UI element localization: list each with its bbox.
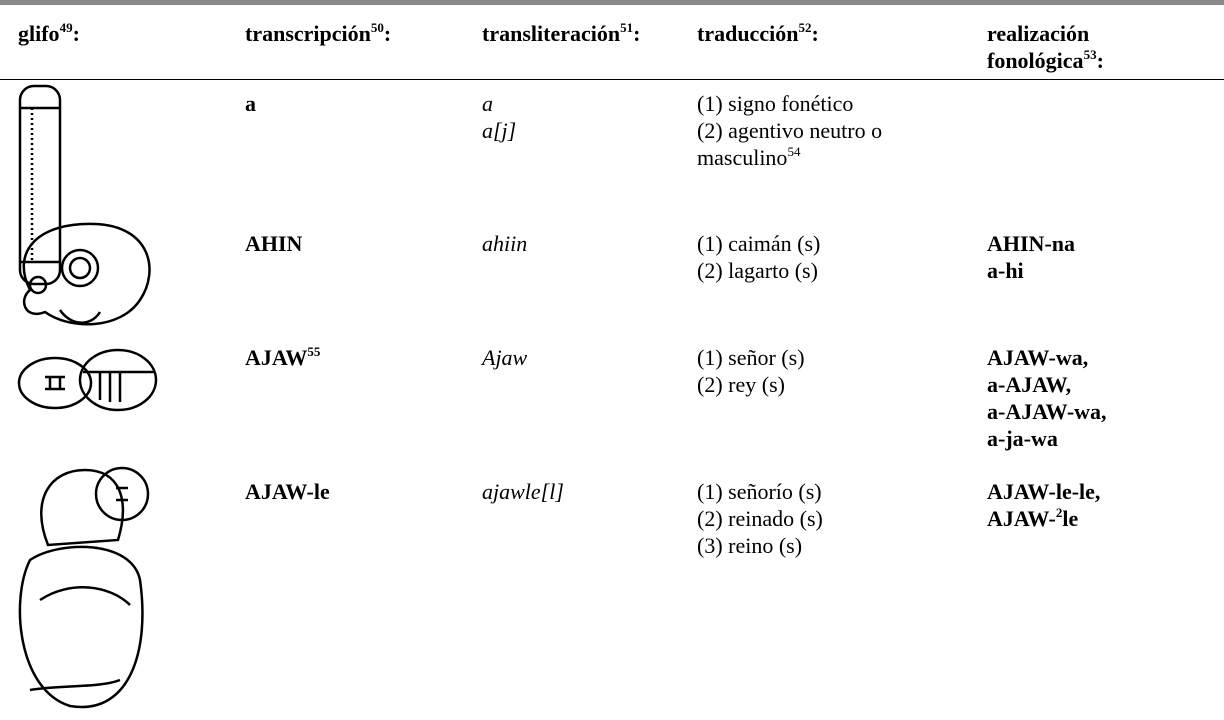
translation-line: (1) señor (s) bbox=[697, 344, 922, 371]
transliteration-cell: ahiin bbox=[482, 230, 692, 257]
translation-line: (1) signo fonético bbox=[697, 90, 922, 117]
top-rule bbox=[0, 0, 1224, 5]
header-label: transliteración51: bbox=[482, 20, 692, 47]
transcription-line-text: AHIN bbox=[245, 231, 303, 256]
transliteration-line: a bbox=[482, 91, 493, 116]
header-cell: realización fonológica53: bbox=[987, 20, 1157, 74]
realization-line-suffix: le bbox=[1062, 506, 1079, 531]
translation-line-text: (1) caimán (s) bbox=[697, 231, 821, 256]
header-label-text: transliteración bbox=[482, 21, 621, 46]
realization-line: AHIN-na bbox=[987, 230, 1217, 257]
transcription-cell: AJAW-le bbox=[245, 478, 475, 505]
header-label-text: realización fonológica bbox=[987, 21, 1090, 73]
footnote-ref: 55 bbox=[307, 344, 321, 359]
translation-line: (2) rey (s) bbox=[697, 371, 922, 398]
transcription-line-text: a bbox=[245, 91, 256, 116]
translation-cell: (1) señor (s) (2) rey (s) bbox=[697, 344, 922, 398]
glyph-ajaw bbox=[17, 348, 158, 412]
transliteration-line: Ajaw bbox=[482, 345, 528, 370]
transcription-line: AHIN bbox=[245, 230, 475, 257]
header-cell: transliteración51: bbox=[482, 20, 692, 47]
footnote-ref: 51 bbox=[620, 20, 634, 35]
realization-line-text: a-AJAW-wa, bbox=[987, 399, 1107, 424]
transliteration-line: ahiin bbox=[482, 231, 528, 256]
header-cell: traducción52: bbox=[697, 20, 937, 47]
transcription-line-text: AJAW bbox=[245, 345, 308, 370]
transcription-cell: AJAW55 bbox=[245, 344, 475, 371]
realization-line-text: a-hi bbox=[987, 258, 1024, 283]
transcription-cell: a bbox=[245, 90, 475, 117]
header-label-text: traducción bbox=[697, 21, 799, 46]
realization-line: a-AJAW-wa, bbox=[987, 398, 1217, 425]
translation-line-text: (2) lagarto (s) bbox=[697, 258, 818, 283]
realization-line: a-hi bbox=[987, 257, 1217, 284]
translation-line-text: (2) reinado (s) bbox=[697, 506, 823, 531]
header-label-suffix: : bbox=[72, 21, 80, 46]
translation-line-text: (1) señorío (s) bbox=[697, 479, 822, 504]
glyph-ahin bbox=[22, 222, 151, 326]
translation-line: (2) agentivo neutro o masculino54 bbox=[697, 117, 922, 171]
realization-cell: AJAW-wa, a-AJAW, a-AJAW-wa, a-ja-wa bbox=[987, 344, 1217, 452]
realization-line: AJAW-wa, bbox=[987, 344, 1217, 371]
transcription-line: AJAW-le bbox=[245, 478, 475, 505]
realization-line: AJAW-le-le, bbox=[987, 478, 1217, 505]
footnote-ref: 53 bbox=[1083, 47, 1097, 62]
header-label-suffix: : bbox=[1096, 48, 1104, 73]
realization-line-text: AHIN-na bbox=[987, 231, 1076, 256]
header-label-suffix: : bbox=[811, 21, 819, 46]
realization-line: a-ja-wa bbox=[987, 425, 1217, 452]
transcription-cell: AHIN bbox=[245, 230, 475, 257]
realization-line: a-AJAW, bbox=[987, 371, 1217, 398]
transliteration-cell: Ajaw bbox=[482, 344, 692, 371]
transcription-line: a bbox=[245, 90, 475, 117]
header-label-suffix: : bbox=[383, 21, 392, 46]
transcription-line-text: AJAW-le bbox=[245, 479, 330, 504]
translation-line-text: (1) signo fonético bbox=[697, 91, 854, 116]
header-cell: glifo49: bbox=[18, 20, 218, 47]
transliteration-cell: a a[j] bbox=[482, 90, 692, 144]
header-label: transcripción50: bbox=[245, 20, 475, 47]
translation-line: (2) lagarto (s) bbox=[697, 257, 922, 284]
realization-cell: AHIN-na a-hi bbox=[987, 230, 1217, 284]
translation-cell: (1) signo fonético (2) agentivo neutro o … bbox=[697, 90, 922, 171]
translation-cell: (1) señorío (s) (2) reinado (s) (3) reino … bbox=[697, 478, 922, 559]
realization-line-text: a-ja-wa bbox=[987, 426, 1058, 451]
transcription-line: AJAW55 bbox=[245, 344, 475, 371]
header-cell: transcripción50: bbox=[245, 20, 475, 47]
footnote-ref: 54 bbox=[787, 144, 801, 159]
translation-line: (3) reino (s) bbox=[697, 532, 922, 559]
realization-cell: AJAW-le-le, AJAW-2le bbox=[987, 478, 1217, 532]
header-label-text: transcripción bbox=[245, 21, 371, 46]
header-label: glifo49: bbox=[18, 20, 218, 47]
translation-line-text: (3) reino (s) bbox=[697, 533, 803, 558]
translation-line-text: (1) señor (s) bbox=[697, 345, 805, 370]
header-label-text: glifo bbox=[18, 21, 60, 46]
header-label: realización fonológica53: bbox=[987, 20, 1157, 74]
glyph-ajaw-le bbox=[18, 466, 150, 709]
realization-line-text: AJAW- bbox=[987, 506, 1056, 531]
translation-line: (1) señorío (s) bbox=[697, 478, 922, 505]
footnote-ref: 50 bbox=[370, 20, 384, 35]
realization-line-text: AJAW-wa, bbox=[987, 345, 1089, 370]
translation-line: (1) caimán (s) bbox=[697, 230, 922, 257]
translation-line-text: (2) agentivo neutro o masculino bbox=[697, 118, 883, 170]
footnote-ref: 49 bbox=[59, 20, 73, 35]
transliteration-cell: ajawle[l] bbox=[482, 478, 692, 505]
glyph-a bbox=[18, 84, 62, 286]
realization-line-text: a-AJAW, bbox=[987, 372, 1072, 397]
footnote-ref: 52 bbox=[798, 20, 812, 35]
translation-cell: (1) caimán (s) (2) lagarto (s) bbox=[697, 230, 922, 284]
footnote-ref: 2 bbox=[1055, 505, 1063, 520]
realization-line-text: AJAW-le-le, bbox=[987, 479, 1101, 504]
transliteration-line: ajawle[l] bbox=[482, 479, 564, 504]
header-label: traducción52: bbox=[697, 20, 937, 47]
realization-line: AJAW-2le bbox=[987, 505, 1217, 532]
translation-line-text: (2) rey (s) bbox=[697, 372, 785, 397]
header-rule bbox=[0, 79, 1224, 80]
transliteration-line: a[j] bbox=[482, 118, 517, 143]
header-label-suffix: : bbox=[633, 21, 641, 46]
translation-line: (2) reinado (s) bbox=[697, 505, 922, 532]
